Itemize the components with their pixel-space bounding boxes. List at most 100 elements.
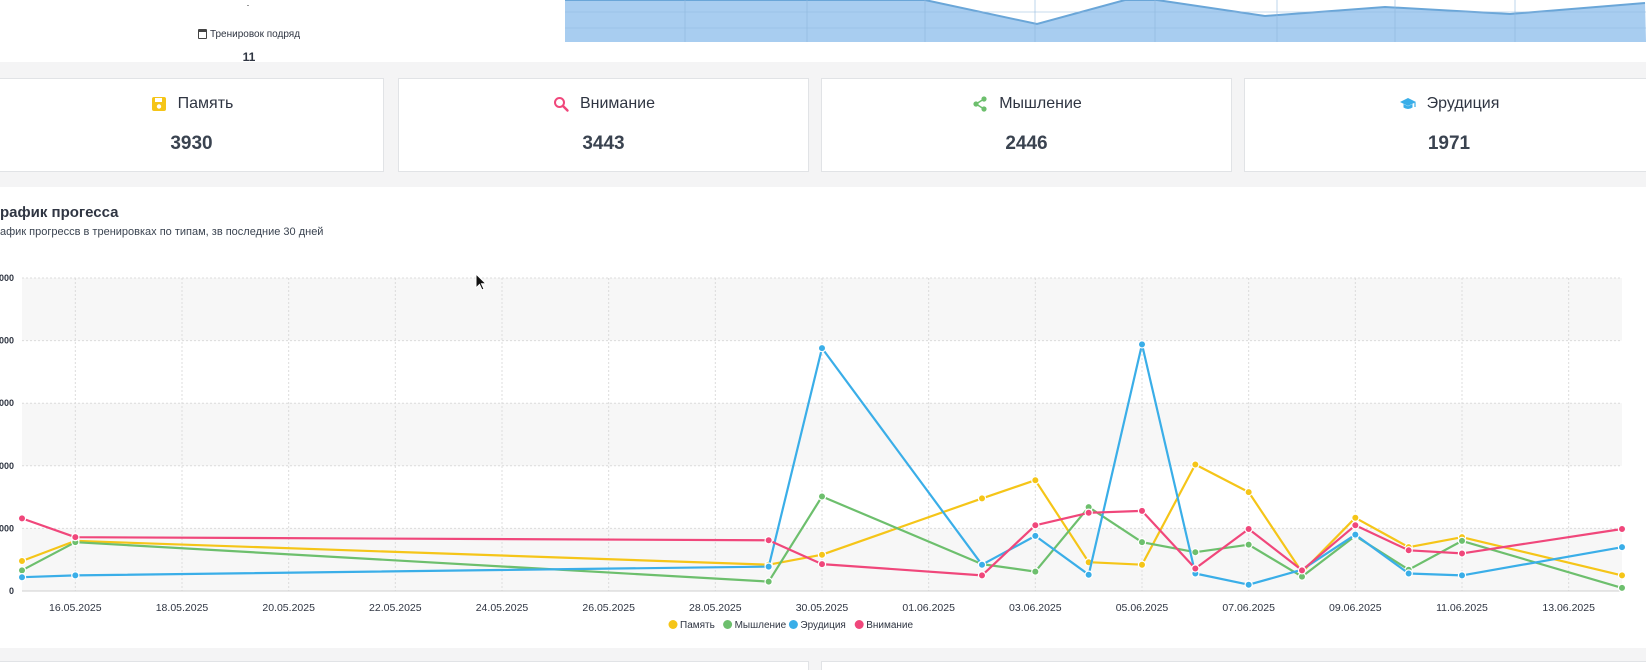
panel-subtitle: афик прогрессв в тренировках по типам, з… (0, 226, 324, 238)
data-point (1617, 583, 1627, 593)
data-point (977, 560, 987, 569)
data-point (17, 566, 27, 575)
stat-card-label: Память (177, 95, 234, 112)
legend-label: Память (680, 620, 715, 631)
stat-card-value: 1971 (1427, 133, 1471, 154)
data-point (764, 577, 773, 586)
mini-chart-grid (565, 0, 1646, 42)
x-tick-label: 20.05.2025 (262, 602, 315, 614)
data-point (1031, 531, 1040, 541)
y-tick-label: 000 (0, 461, 14, 471)
data-point (1031, 475, 1040, 485)
x-tick-label: 07.06.2025 (1222, 602, 1275, 614)
stat-card-attention[interactable]: Внимание 3443 (398, 78, 809, 172)
data-point (1137, 340, 1147, 349)
data-point (977, 494, 987, 503)
data-point (1191, 564, 1200, 573)
data-point (764, 562, 773, 571)
bottom-card-left (0, 661, 809, 670)
stat-card-value: 2446 (1005, 133, 1048, 154)
data-point (1617, 542, 1627, 552)
data-point (17, 556, 27, 566)
data-point (1084, 508, 1093, 517)
mini-activity-chart (565, 0, 1646, 42)
legend-marker (854, 620, 864, 629)
y-tick-label: 000 (0, 398, 14, 408)
stat-cards: Память 3930 Внимание 3443 (0, 78, 1646, 172)
x-tick-label: 28.05.2025 (689, 602, 742, 614)
data-point (817, 343, 827, 353)
data-point (1351, 530, 1360, 539)
x-tick-label: 24.05.2025 (476, 602, 529, 614)
data-point (764, 536, 773, 545)
legend-marker (668, 620, 678, 629)
data-point (17, 573, 27, 582)
x-tick-label: 26.05.2025 (582, 602, 635, 614)
data-point (1297, 566, 1307, 575)
x-tick-label: 30.05.2025 (796, 602, 849, 614)
x-tick-label: 11.06.2025 (1436, 602, 1488, 614)
stat-card-erudition[interactable]: Эрудиция 1971 (1244, 78, 1646, 172)
panel-title: рафик прогесса (0, 204, 119, 221)
progress-panel: рафик прогесса афик прогрессв в трениров… (0, 187, 1646, 648)
data-point (71, 571, 80, 580)
data-point (1137, 537, 1147, 547)
x-tick-label: 03.06.2025 (1009, 602, 1062, 614)
legend-marker (723, 620, 733, 629)
x-tick-label: 16.05.2025 (49, 602, 102, 614)
mini-chart-area (565, 0, 1646, 42)
streak-label-text: Тренировок подряд (209, 28, 301, 40)
stat-card-label: Эрудиция (1426, 95, 1500, 112)
legend-marker (788, 620, 798, 629)
data-point (817, 492, 827, 501)
streak-value: 11 (242, 50, 256, 64)
separator-dot (247, 5, 249, 6)
data-point (1031, 521, 1040, 530)
mini-chart-line (565, 0, 1646, 26)
x-tick-label: 13.06.2025 (1542, 602, 1595, 614)
data-point (1191, 460, 1200, 469)
mouse-pointer-icon (475, 273, 488, 291)
x-tick-label: 01.06.2025 (902, 602, 955, 614)
data-point (1404, 569, 1413, 578)
stat-card-value: 3930 (170, 133, 213, 154)
x-tick-label: 09.06.2025 (1329, 602, 1382, 614)
data-point (977, 571, 987, 580)
calendar-icon (197, 29, 207, 39)
data-point (1137, 506, 1147, 516)
data-point (1244, 580, 1253, 589)
bottom-cards-row (0, 661, 1646, 670)
stat-card-value: 3443 (582, 133, 625, 154)
stat-card-memory[interactable]: Память 3930 (0, 78, 384, 172)
stat-card-thinking[interactable]: Мышление 2446 (821, 78, 1232, 172)
data-point (71, 532, 80, 542)
floppy-disk-icon (151, 97, 166, 111)
data-point (1457, 536, 1467, 546)
stat-card-label: Мышление (999, 95, 1082, 112)
share-icon (973, 96, 987, 112)
data-point (817, 559, 827, 569)
y-tick-label: 0 (9, 586, 14, 596)
data-point (1031, 567, 1040, 576)
data-point (1404, 546, 1413, 555)
x-tick-label: 05.06.2025 (1116, 602, 1169, 614)
y-tick-label: 000 (0, 523, 14, 533)
streak-label: Тренировок подряд (197, 28, 301, 40)
data-point (1351, 521, 1360, 530)
legend-label: Эрудиция (800, 620, 845, 631)
data-point (1191, 547, 1200, 557)
data-point (1244, 524, 1253, 534)
data-point (817, 550, 827, 559)
y-tick-label: 000 (0, 336, 14, 346)
data-point (1244, 487, 1253, 497)
y-tick-label: 000 (0, 273, 14, 283)
legend-label: Внимание (866, 620, 913, 631)
data-point (1457, 571, 1467, 580)
top-summary-strip: Тренировок подряд 11 (0, 0, 1646, 64)
data-point (1617, 571, 1627, 580)
data-point (17, 514, 27, 523)
search-icon (553, 97, 569, 112)
data-point (1617, 524, 1627, 534)
